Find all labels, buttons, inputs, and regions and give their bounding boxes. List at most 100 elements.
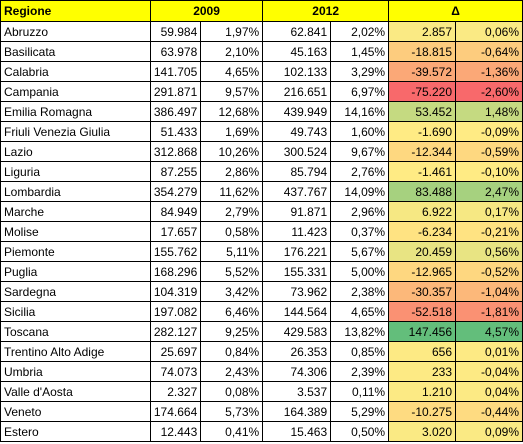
value-cell: 51.433 <box>149 121 202 142</box>
value-cell: 0,04% <box>455 381 523 402</box>
value-cell: -10.275 <box>388 401 457 422</box>
header-cell: Regione <box>0 0 151 22</box>
value-cell: 282.127 <box>149 321 202 342</box>
region-cell: Campania <box>0 81 151 102</box>
value-cell: 164.389 <box>262 401 332 422</box>
value-cell: 17.657 <box>149 221 202 242</box>
region-cell: Lazio <box>0 141 151 162</box>
value-cell: -0,09% <box>455 121 523 142</box>
table-row: Valle d'Aosta 2.327 0,08% 3.537 0,11% 1.210 0,… <box>0 381 523 402</box>
value-cell: 0,50% <box>330 421 390 442</box>
value-cell: 5,00% <box>330 261 390 282</box>
value-cell: 354.279 <box>149 181 202 202</box>
table-row: Toscana 282.127 9,25% 429.583 13,82% 147.456 4… <box>0 321 523 342</box>
table-row: Estero 12.443 0,41% 15.463 0,50% 3.020 0,09% <box>0 421 523 442</box>
table-row: Umbria 74.073 2,43% 74.306 2,39% 233 -0,04% <box>0 361 523 382</box>
value-cell: 85.794 <box>262 161 332 182</box>
value-cell: -0,52% <box>455 261 523 282</box>
region-cell: Toscana <box>0 321 151 342</box>
value-cell: 0,85% <box>330 341 390 362</box>
value-cell: 1,45% <box>330 41 390 62</box>
value-cell: 0,58% <box>200 221 264 242</box>
value-cell: 312.868 <box>149 141 202 162</box>
value-cell: 155.762 <box>149 241 202 262</box>
value-cell: -18.815 <box>388 41 457 62</box>
value-cell: 2,79% <box>200 201 264 222</box>
region-cell: Piemonte <box>0 241 151 262</box>
value-cell: 74.073 <box>149 361 202 382</box>
value-cell: 656 <box>388 341 457 362</box>
value-cell: 26.353 <box>262 341 332 362</box>
value-cell: 141.705 <box>149 61 202 82</box>
value-cell: 59.984 <box>149 21 202 42</box>
value-cell: 2,47% <box>455 181 523 202</box>
value-cell: 216.651 <box>262 81 332 102</box>
value-cell: -12.965 <box>388 261 457 282</box>
value-cell: 53.452 <box>388 101 457 122</box>
value-cell: 91.871 <box>262 201 332 222</box>
value-cell: -30.357 <box>388 281 457 302</box>
value-cell: -52.518 <box>388 301 457 322</box>
value-cell: -2,60% <box>455 81 523 102</box>
header-cell: 2012 <box>262 0 390 22</box>
value-cell: 14,09% <box>330 181 390 202</box>
value-cell: 9,57% <box>200 81 264 102</box>
table-row: Sardegna 104.319 3,42% 73.962 2,38% -30.357 -1… <box>0 281 523 302</box>
value-cell: 9,67% <box>330 141 390 162</box>
value-cell: 0,56% <box>455 241 523 262</box>
region-cell: Lombardia <box>0 181 151 202</box>
value-cell: 3.537 <box>262 381 332 402</box>
table-row: Sicilia 197.082 6,46% 144.564 4,65% -52.518 -1… <box>0 301 523 322</box>
value-cell: 13,82% <box>330 321 390 342</box>
table-row: Piemonte 155.762 5,11% 176.221 5,67% 20.459 0,… <box>0 241 523 262</box>
value-cell: 0,01% <box>455 341 523 362</box>
header-cell: 2009 <box>149 0 264 22</box>
value-cell: 300.524 <box>262 141 332 162</box>
value-cell: 2,02% <box>330 21 390 42</box>
value-cell: 5,29% <box>330 401 390 422</box>
value-cell: 62.841 <box>262 21 332 42</box>
value-cell: 45.163 <box>262 41 332 62</box>
value-cell: 0,17% <box>455 201 523 222</box>
value-cell: 10,26% <box>200 141 264 162</box>
region-cell: Trentino Alto Adige <box>0 341 151 362</box>
value-cell: 5,73% <box>200 401 264 422</box>
value-cell: 386.497 <box>149 101 202 122</box>
table-body: Abruzzo 59.984 1,97% 62.841 2,02% 2.857 0,06% B… <box>0 21 523 442</box>
value-cell: -0,21% <box>455 221 523 242</box>
table-row: Calabria 141.705 4,65% 102.133 3,29% -39.572-… <box>0 61 523 82</box>
value-cell: -12.344 <box>388 141 457 162</box>
value-cell: 20.459 <box>388 241 457 262</box>
value-cell: 12,68% <box>200 101 264 122</box>
value-cell: 2.857 <box>388 21 457 42</box>
table-row: Liguria 87.255 2,86% 85.794 2,76% -1.461 -0,10… <box>0 161 523 182</box>
value-cell: 1,60% <box>330 121 390 142</box>
value-cell: 0,84% <box>200 341 264 362</box>
header-cell: Δ <box>388 0 523 22</box>
table-row: Molise 17.657 0,58% 11.423 0,37% -6.234 -0,21% <box>0 221 523 242</box>
value-cell: 2.327 <box>149 381 202 402</box>
value-cell: -1.461 <box>388 161 457 182</box>
value-cell: 2,10% <box>200 41 264 62</box>
value-cell: 104.319 <box>149 281 202 302</box>
value-cell: 0,41% <box>200 421 264 442</box>
value-cell: 15.463 <box>262 421 332 442</box>
value-cell: 49.743 <box>262 121 332 142</box>
table-row: Campania 291.871 9,57% 216.651 6,97% -75.220-… <box>0 81 523 102</box>
value-cell: 0,37% <box>330 221 390 242</box>
value-cell: 2,38% <box>330 281 390 302</box>
region-cell: Basilicata <box>0 41 151 62</box>
value-cell: 11,62% <box>200 181 264 202</box>
value-cell: 1.210 <box>388 381 457 402</box>
value-cell: 12.443 <box>149 421 202 442</box>
value-cell: 2,43% <box>200 361 264 382</box>
value-cell: 437.767 <box>262 181 332 202</box>
region-cell: Umbria <box>0 361 151 382</box>
value-cell: -1,81% <box>455 301 523 322</box>
value-cell: -0,10% <box>455 161 523 182</box>
value-cell: 9,25% <box>200 321 264 342</box>
value-cell: 1,97% <box>200 21 264 42</box>
value-cell: 3,42% <box>200 281 264 302</box>
